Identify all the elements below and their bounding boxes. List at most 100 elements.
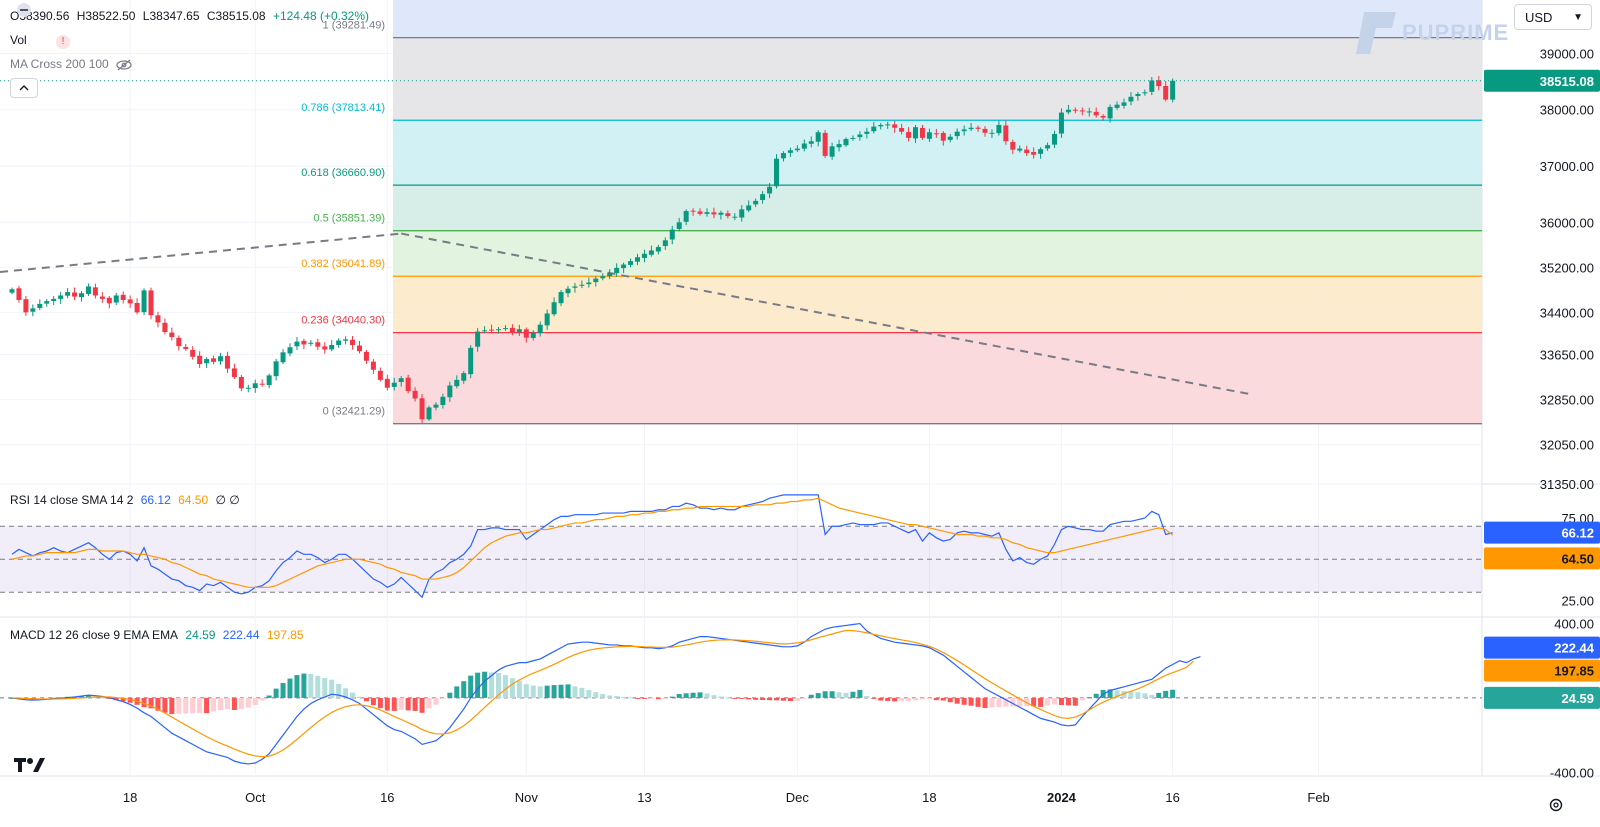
fib-zone (393, 185, 1482, 231)
candle-body (767, 186, 773, 194)
candle-body (787, 150, 793, 153)
candle-body (148, 290, 154, 316)
macd-histogram-bar (746, 697, 752, 700)
candle-body (245, 387, 251, 389)
vol-legend[interactable]: Vol ! (10, 33, 74, 49)
macd-histogram-bar (1072, 697, 1078, 706)
macd-histogram-bar (398, 697, 404, 710)
settings-gear-icon[interactable] (1548, 797, 1564, 813)
candle-body (266, 375, 272, 386)
candle-body (690, 210, 696, 212)
candle-body (37, 303, 43, 308)
candle-body (1072, 109, 1078, 111)
rsi-line (11, 494, 1173, 599)
macd-histogram-bar (440, 697, 446, 700)
macd-histogram-bar (183, 697, 189, 714)
macd-histogram-bar (197, 697, 203, 714)
candle-body (231, 368, 237, 378)
time-tick-label: Dec (786, 790, 810, 805)
candle-body (579, 284, 585, 286)
macd-histogram-bar (1079, 697, 1085, 701)
candle-body (871, 126, 877, 132)
macd-histogram-bar (412, 697, 418, 711)
ma-200-line (0, 232, 402, 273)
candle-body (1017, 148, 1023, 151)
ma-legend[interactable]: MA Cross 200 100 (10, 57, 136, 71)
candle-body (357, 345, 362, 352)
candle-body (530, 332, 536, 338)
macd-histogram-bar (579, 687, 585, 698)
macd-histogram-bar (607, 695, 613, 698)
candle-body (1142, 92, 1148, 94)
candle-body (607, 272, 613, 277)
candle-body (516, 329, 522, 332)
rsi-extra: ∅ ∅ (215, 493, 240, 507)
macd-histogram-bar (384, 697, 390, 711)
candle-body (1031, 152, 1037, 155)
macd-histogram-bar (551, 685, 557, 698)
macd-histogram-bar (1010, 697, 1016, 707)
macd-histogram-bar (433, 697, 439, 705)
macd-histogram-bar (697, 692, 703, 698)
macd-line (11, 622, 1201, 765)
rsi-sma-label: 64.50 (1561, 551, 1594, 566)
current-price-badge (1484, 69, 1600, 92)
vol-label: Vol (10, 33, 27, 47)
candle-body (51, 298, 57, 301)
macd-histogram-bar (565, 684, 571, 698)
candle-body (1079, 110, 1085, 112)
candle-body (336, 340, 342, 346)
macd-histogram-bar (718, 696, 724, 698)
candle-body (683, 211, 689, 222)
macd-histogram-bar (968, 697, 974, 706)
macd-histogram-bar (113, 697, 119, 701)
macd-histogram-bar (906, 697, 912, 701)
macd-histogram-bar (864, 696, 870, 698)
candle-body (1065, 109, 1071, 113)
macd-histogram-bar (822, 691, 828, 698)
candle-body (419, 398, 425, 420)
macd-value-badge (1484, 636, 1600, 659)
macd-signal-value: 197.85 (266, 628, 304, 642)
candle-body (1045, 145, 1051, 149)
macd-histogram-bar (989, 697, 995, 708)
macd-histogram-bar (1128, 691, 1134, 698)
fib-zone (393, 230, 1482, 277)
macd-histogram-bar (1135, 692, 1141, 698)
macd-histogram-bar (857, 689, 863, 698)
macd-histogram-bar (815, 693, 821, 698)
macd-histogram-bar (933, 697, 939, 701)
macd-histogram-bar (1045, 697, 1051, 706)
candle-body (44, 301, 50, 304)
macd-histogram-bar (245, 697, 251, 708)
candle-body (725, 213, 731, 217)
macd-histogram-bar (1058, 697, 1064, 705)
macd-histogram-bar (739, 697, 745, 699)
candle-body (218, 356, 223, 362)
candle-body (621, 264, 627, 269)
collapse-legend-button[interactable] (10, 78, 38, 98)
candle-body (940, 132, 946, 141)
candle-body (544, 313, 550, 326)
macd-histogram-bar (600, 694, 606, 698)
candle-body (461, 373, 467, 381)
macd-histogram-bar (558, 684, 564, 698)
macd-histogram-bar (454, 686, 460, 698)
warning-icon[interactable]: ! (56, 35, 71, 49)
candle-body (58, 295, 64, 299)
candle-body (850, 137, 856, 139)
macd-histogram-bar (725, 697, 731, 699)
rsi-sma-line (11, 497, 1174, 588)
time-tick-label: Feb (1307, 790, 1329, 805)
candle-body (586, 282, 592, 285)
currency-select[interactable]: USD ▼ (1514, 4, 1592, 30)
menu-icon[interactable] (14, 2, 34, 18)
eye-hidden-icon[interactable] (116, 59, 132, 71)
candle-body (892, 124, 898, 128)
tradingview-logo[interactable] (14, 756, 46, 774)
macd-histogram-bar (760, 697, 766, 700)
macd-histogram-bar (871, 697, 877, 699)
macd-histogram-bar (947, 697, 953, 703)
fib-level-label: 0.236 (34040.30) (301, 315, 385, 327)
legend-low: L38347.65 (142, 9, 200, 23)
